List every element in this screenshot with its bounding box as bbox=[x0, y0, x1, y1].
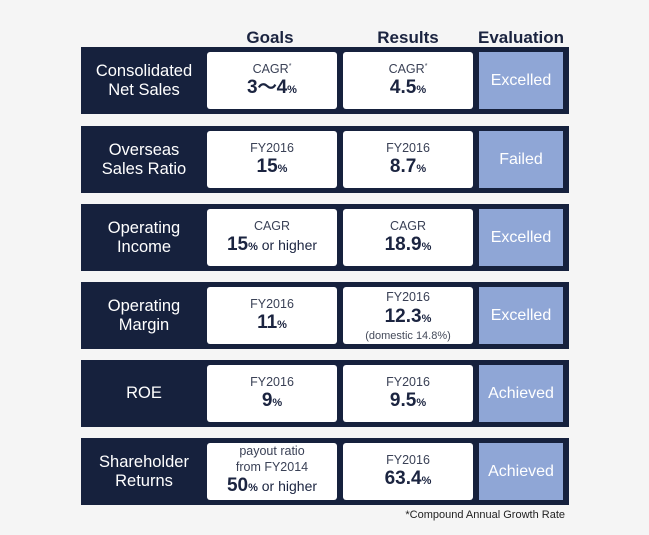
goal-value-line: 50% or higher bbox=[227, 475, 317, 499]
goal-value: 15 bbox=[256, 156, 278, 178]
header-results: Results bbox=[377, 28, 439, 47]
table-row: Consolidated Net Sales CAGR* 3～4% CAGR* … bbox=[81, 47, 569, 114]
result-top-text: FY2016 bbox=[386, 451, 430, 467]
goal-cell: CAGR 15% or higher bbox=[207, 209, 337, 266]
result-top-label: FY2016 bbox=[386, 141, 430, 156]
evaluation-badge: Excelled bbox=[479, 209, 563, 266]
goal-value: 11 bbox=[257, 312, 278, 334]
row-label: ROE bbox=[126, 384, 162, 402]
table-row: ROE FY2016 9% FY2016 9.5% Achieved bbox=[81, 360, 569, 427]
result-cell: FY2016 9.5% bbox=[343, 365, 473, 422]
goal-top-text: CAGR* bbox=[253, 60, 292, 76]
row-label: Shareholder Returns bbox=[99, 452, 189, 490]
goal-value-line: 3～4% bbox=[247, 77, 297, 101]
result-top-label: CAGR bbox=[389, 219, 427, 234]
result-value-line: 63.4% bbox=[385, 468, 432, 492]
result-top-label: CAGR bbox=[388, 62, 425, 77]
goal-suffix: or higher bbox=[257, 478, 318, 495]
goal-top-label: CAGR bbox=[253, 219, 291, 234]
row-label: Consolidated Net Sales bbox=[95, 61, 193, 99]
header-goals: Goals bbox=[246, 28, 294, 47]
goal-top-label: FY2016 bbox=[250, 375, 294, 390]
goal-value: 50 bbox=[226, 475, 249, 497]
goal-value-line: 11% bbox=[257, 312, 287, 336]
goal-unit: % bbox=[248, 482, 258, 495]
goal-top-text: FY2016 bbox=[250, 295, 294, 311]
result-value-line: 4.5% bbox=[390, 77, 426, 101]
table-row: Shareholder Returns payout ratio from FY… bbox=[81, 438, 569, 505]
result-value: 9.5 bbox=[389, 390, 417, 412]
row-label: Operating Margin bbox=[107, 296, 181, 334]
goal-value-line: 15% bbox=[257, 156, 288, 180]
goal-top-label: FY2016 bbox=[250, 297, 294, 312]
goal-top-label: payout ratio from FY2014 bbox=[235, 443, 309, 475]
goal-cell: CAGR* 3～4% bbox=[207, 52, 337, 109]
goal-top-text: payout ratio from FY2014 bbox=[236, 444, 308, 474]
goal-suffix: or higher bbox=[257, 237, 318, 254]
evaluation-badge: Excelled bbox=[479, 287, 563, 344]
result-cell: CAGR* 4.5% bbox=[343, 52, 473, 109]
evaluation-badge: Achieved bbox=[479, 443, 563, 500]
table-row: Operating Income CAGR 15% or higher CAGR… bbox=[81, 204, 569, 271]
goal-cell: FY2016 9% bbox=[207, 365, 337, 422]
goal-top-text: FY2016 bbox=[250, 139, 294, 155]
goal-cell: FY2016 11% bbox=[207, 287, 337, 344]
result-unit: % bbox=[416, 163, 427, 176]
result-note: (domestic 14.8%) bbox=[365, 329, 451, 342]
result-top-label: FY2016 bbox=[386, 290, 430, 305]
goal-cell: FY2016 15% bbox=[207, 131, 337, 188]
result-unit: % bbox=[421, 241, 432, 254]
goal-cell: payout ratio from FY2014 50% or higher bbox=[207, 443, 337, 500]
goal-value-line: 15% or higher bbox=[227, 234, 317, 258]
result-cell: FY2016 12.3% (domestic 14.8%) bbox=[343, 287, 473, 344]
goal-top-label: CAGR bbox=[252, 62, 289, 77]
goal-top-label: FY2016 bbox=[250, 141, 294, 156]
result-value-line: 18.9% bbox=[385, 234, 432, 258]
result-value-line: 12.3% bbox=[385, 306, 432, 330]
goal-unit: % bbox=[287, 84, 297, 97]
goal-value: 3～4 bbox=[247, 77, 288, 99]
goal-top-text: CAGR bbox=[254, 217, 290, 233]
evaluation-badge: Excelled bbox=[479, 52, 563, 109]
result-unit: % bbox=[416, 397, 427, 410]
result-value: 63.4 bbox=[384, 468, 422, 490]
result-cell: CAGR 18.9% bbox=[343, 209, 473, 266]
result-top-text: CAGR bbox=[390, 217, 426, 233]
result-top-text: FY2016 bbox=[386, 139, 430, 155]
result-value-line: 9.5% bbox=[390, 390, 426, 414]
result-unit: % bbox=[421, 475, 432, 488]
goal-value: 15 bbox=[226, 234, 249, 256]
result-top-text: FY2016 bbox=[386, 373, 430, 389]
goal-top-mark: * bbox=[288, 62, 292, 70]
table-row: Operating Margin FY2016 11% FY2016 12.3%… bbox=[81, 282, 569, 349]
evaluation-badge: Achieved bbox=[479, 365, 563, 422]
goal-value: 9 bbox=[261, 390, 273, 412]
result-unit: % bbox=[421, 312, 432, 325]
result-value: 18.9 bbox=[384, 234, 422, 256]
footnote: *Compound Annual Growth Rate bbox=[405, 509, 565, 521]
result-top-mark: * bbox=[424, 62, 428, 70]
evaluation-badge: Failed bbox=[479, 131, 563, 188]
goal-unit: % bbox=[277, 163, 288, 176]
result-top-label: FY2016 bbox=[386, 453, 430, 468]
goal-unit: % bbox=[272, 397, 283, 410]
result-value-line: 8.7% bbox=[390, 156, 426, 180]
result-value: 4.5 bbox=[389, 77, 417, 99]
result-value: 8.7 bbox=[389, 156, 417, 178]
result-cell: FY2016 63.4% bbox=[343, 443, 473, 500]
goal-top-text: FY2016 bbox=[250, 373, 294, 389]
result-top-text: FY2016 bbox=[386, 288, 430, 305]
goal-unit: % bbox=[277, 319, 287, 332]
table-row: Overseas Sales Ratio FY2016 15% FY2016 8… bbox=[81, 126, 569, 193]
goal-unit: % bbox=[248, 241, 258, 254]
result-top-label: FY2016 bbox=[386, 375, 430, 390]
header-evaluation: Evaluation bbox=[478, 28, 564, 47]
result-top-text: CAGR* bbox=[389, 60, 428, 76]
row-label: Overseas Sales Ratio bbox=[101, 140, 187, 178]
result-value: 12.3 bbox=[384, 305, 422, 327]
row-label: Operating Income bbox=[107, 218, 181, 256]
result-unit: % bbox=[416, 84, 427, 97]
result-cell: FY2016 8.7% bbox=[343, 131, 473, 188]
goal-value-line: 9% bbox=[262, 390, 282, 414]
